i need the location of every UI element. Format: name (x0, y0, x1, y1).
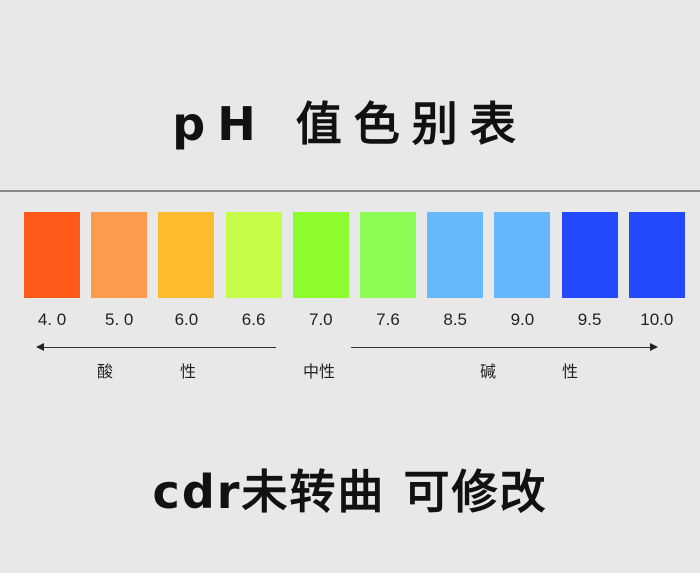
ph-value-label: 10.0 (640, 310, 674, 329)
divider (0, 190, 700, 192)
color-swatch (292, 212, 349, 298)
acid-label-1: 酸 (97, 362, 114, 381)
color-swatch (360, 212, 416, 298)
ph-value-label: 6.0 (174, 310, 199, 329)
color-swatch (561, 212, 618, 298)
arrow-left-icon (36, 343, 44, 351)
neutral-label: 中性 (303, 362, 336, 381)
arrow-right-icon (650, 343, 658, 351)
color-swatch (158, 212, 215, 298)
ph-value-label: 7.0 (308, 310, 333, 329)
ph-value-label: 6.6 (241, 310, 266, 329)
ph-value-label: 9.5 (577, 310, 602, 329)
base-label-1: 碱 (480, 362, 497, 381)
color-swatch (24, 212, 80, 298)
ph-value-label: 8.5 (443, 310, 467, 329)
ph-value-label: 4. 0 (37, 310, 67, 329)
ph-value-label: 7.6 (376, 310, 400, 329)
ph-value-label: 5. 0 (105, 310, 134, 329)
acid-label-2: 性 (180, 362, 197, 381)
footer-caption: cdr未转曲 可修改 (152, 465, 548, 519)
ph-value-label: 9.0 (510, 310, 535, 329)
page-title: pH 值色别表 (172, 97, 528, 151)
color-swatch (628, 212, 685, 298)
base-arrow-line (351, 347, 651, 348)
acid-arrow-line (42, 347, 276, 348)
color-swatch (494, 212, 551, 298)
color-swatch (91, 212, 148, 298)
color-swatch (225, 212, 282, 298)
base-label-2: 性 (562, 362, 579, 381)
color-swatch (427, 212, 484, 298)
